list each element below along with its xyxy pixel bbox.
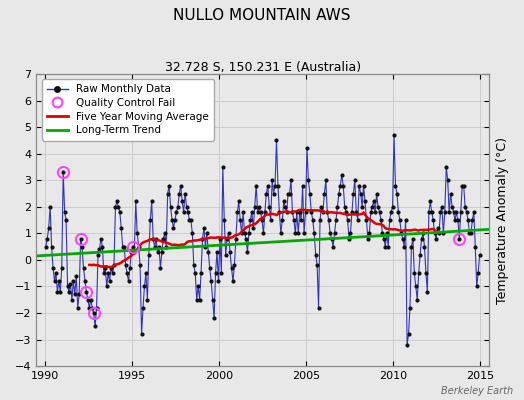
Title: 32.728 S, 150.231 E (Australia): 32.728 S, 150.231 E (Australia): [165, 61, 361, 74]
Legend: Raw Monthly Data, Quality Control Fail, Five Year Moving Average, Long-Term Tren: Raw Monthly Data, Quality Control Fail, …: [41, 79, 214, 140]
Y-axis label: Temperature Anomaly (°C): Temperature Anomaly (°C): [496, 136, 509, 304]
Text: NULLO MOUNTAIN AWS: NULLO MOUNTAIN AWS: [173, 8, 351, 23]
Text: Berkeley Earth: Berkeley Earth: [441, 386, 514, 396]
